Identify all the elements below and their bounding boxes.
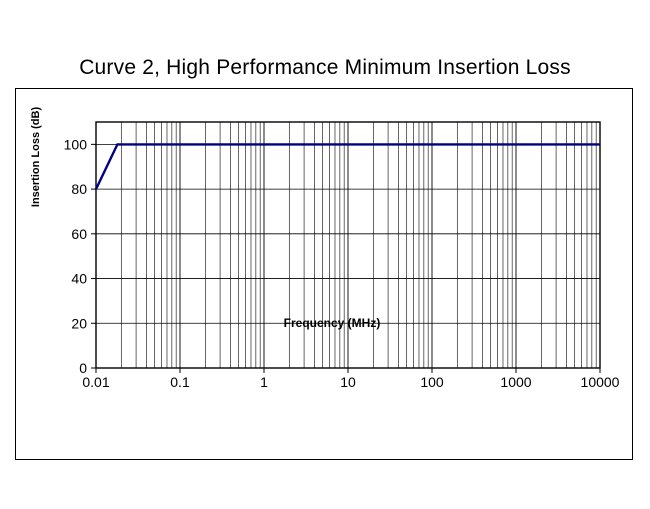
x-tick-label: 1000 (500, 374, 531, 390)
y-axis-label: Insertion Loss (dB) (30, 106, 42, 208)
x-tick-label: 100 (420, 374, 444, 390)
x-tick-label: 0.01 (82, 374, 109, 390)
y-tick-label: 40 (71, 271, 87, 287)
x-axis-label: Frequency (MHz) (283, 316, 381, 330)
y-tick-label: 60 (71, 226, 87, 242)
y-tick-label: 100 (64, 136, 88, 152)
x-tick-label: 0.1 (170, 374, 190, 390)
y-tick-label: 20 (71, 315, 87, 331)
chart-frame: 0 20 40 60 80 100 0.01 0.1 1 10 100 1000 10000 (15, 88, 633, 460)
chart-svg: 0 20 40 60 80 100 0.01 0.1 1 10 100 1000 10000 (64, 121, 620, 390)
x-tick-label: 1 (260, 374, 268, 390)
plot-border (95, 121, 601, 369)
chart-title: Curve 2, High Performance Minimum Insert… (79, 56, 571, 79)
tick-labels: 0 20 40 60 80 100 0.01 0.1 1 10 100 1000 10000 (64, 136, 620, 390)
x-tick-label: 10000 (581, 374, 620, 390)
y-tick-label: 80 (71, 181, 87, 197)
tick-marks (91, 143, 601, 373)
series-line (94, 143, 600, 190)
y-tick-label: 0 (79, 360, 87, 376)
x-tick-label: 10 (340, 374, 356, 390)
grid-lines (95, 122, 601, 369)
